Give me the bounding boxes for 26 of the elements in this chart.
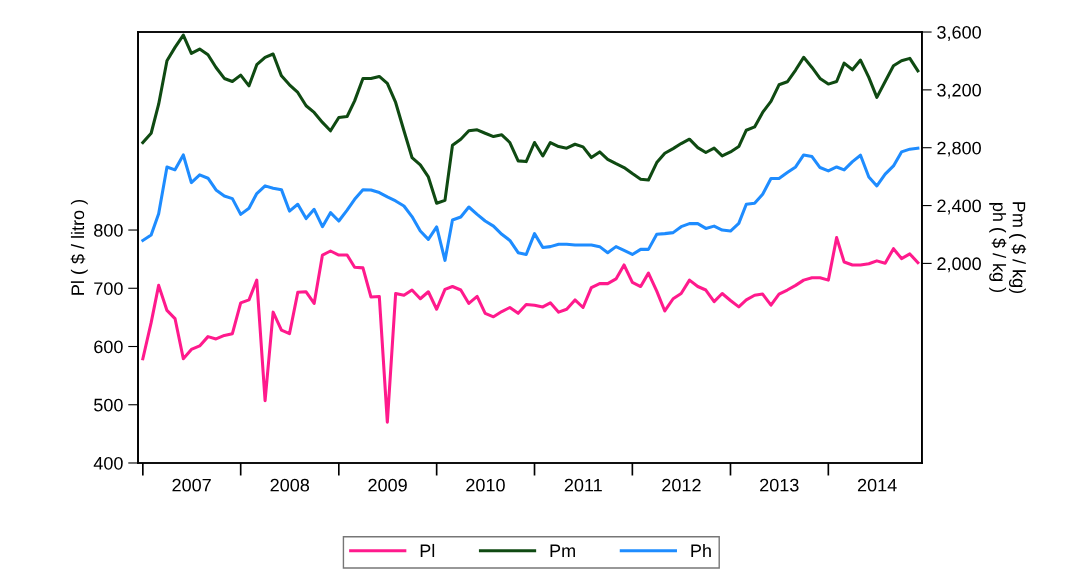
y2-tick-label: 3,200 [937,83,981,99]
y2-axis-title: Pm ( $ / kg) ph ( $ / kg ) [989,202,1027,294]
x-tick-label: 2008 [270,478,310,492]
line-series [141,33,920,205]
legend-label: Pm [550,544,575,557]
line-series [141,146,920,262]
y-tick-label: 400 [93,456,123,470]
y2-tick-label: 2,000 [937,257,981,273]
y-tick-label: 700 [94,282,123,295]
y2-tick-label: 2,800 [937,141,981,157]
x-tick-label: 2014 [857,478,897,492]
x-tick-label: 2012 [662,478,701,492]
x-tick-label: 2010 [466,478,505,492]
y2-tick-label: 3,600 [937,25,981,41]
y-tick-label: 600 [94,340,123,354]
legend-label: Ph [691,543,711,557]
x-tick-label: 2009 [368,478,407,492]
line-series [141,236,920,424]
y-tick-label: 800 [94,223,123,237]
legend-label: Pl [420,543,435,557]
x-tick-label: 2013 [760,478,799,492]
x-tick-label: 2011 [564,478,602,492]
y-axis-title: Pl ( $ / litro ) [70,199,88,295]
y2-tick-label: 2,400 [937,199,981,215]
x-tick-label: 2007 [172,478,211,492]
y-tick-label: 500 [94,398,123,412]
